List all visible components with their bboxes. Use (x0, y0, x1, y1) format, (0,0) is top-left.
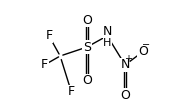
Text: F: F (41, 58, 48, 71)
Text: H: H (103, 38, 111, 48)
Text: O: O (138, 45, 148, 58)
Text: N: N (103, 25, 112, 38)
Text: −: − (142, 40, 150, 50)
Text: F: F (68, 85, 75, 98)
Text: F: F (45, 29, 53, 42)
Text: N: N (120, 58, 130, 71)
Text: +: + (124, 54, 132, 64)
Text: O: O (120, 89, 130, 102)
Text: O: O (82, 14, 92, 27)
Text: O: O (82, 74, 92, 87)
Text: S: S (83, 41, 91, 54)
